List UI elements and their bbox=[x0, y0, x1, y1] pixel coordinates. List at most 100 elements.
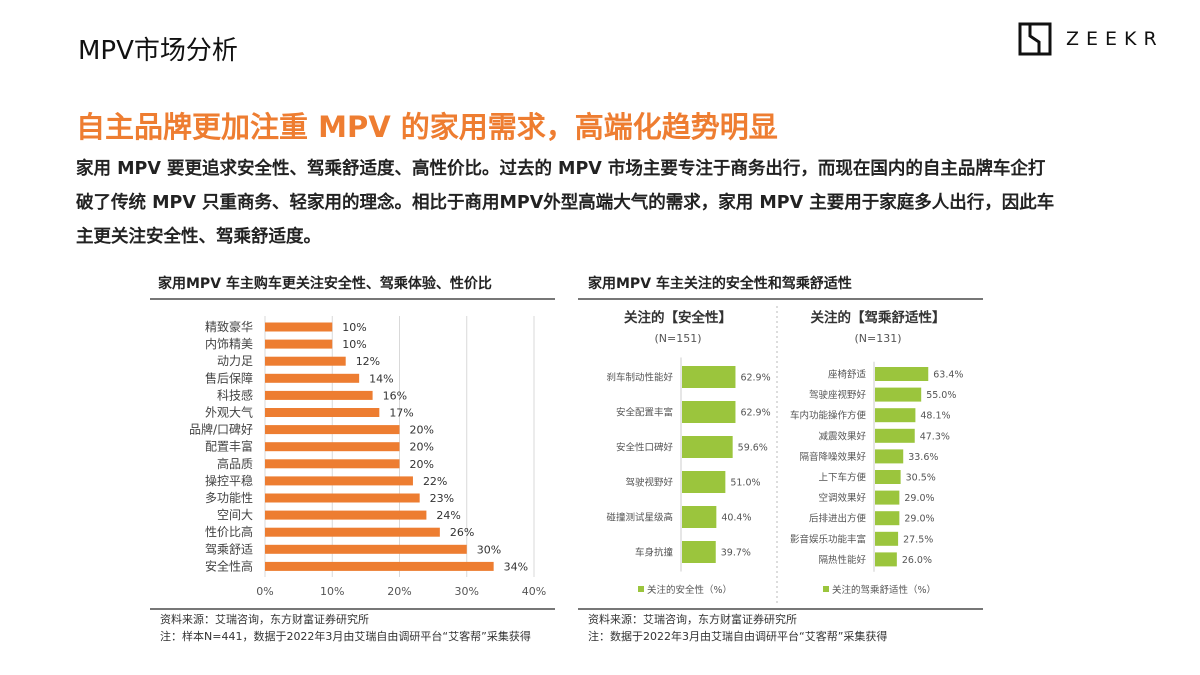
bar bbox=[875, 449, 904, 464]
value-label: 26% bbox=[450, 526, 474, 539]
category-label: 安全性高 bbox=[205, 558, 253, 573]
headline: 自主品牌更加注重 MPV 的家用需求，高端化趋势明显 bbox=[76, 110, 778, 144]
divider bbox=[150, 608, 555, 610]
bar bbox=[682, 401, 736, 423]
x-tick-label: 10% bbox=[320, 585, 344, 598]
right-source-notes: 资料来源：艾瑞咨询，东方财富证券研究所 注：数据于2022年3月由艾瑞自由调研平… bbox=[588, 611, 887, 645]
value-label: 33.6% bbox=[908, 452, 938, 463]
category-label: 精致豪华 bbox=[205, 319, 253, 334]
category-label: 品牌/口碑好 bbox=[189, 422, 253, 437]
value-label: 16% bbox=[383, 389, 407, 402]
category-label: 空调效果好 bbox=[818, 492, 866, 504]
legend-label: 关注的安全性（%） bbox=[647, 584, 732, 596]
bar bbox=[875, 470, 901, 484]
category-label: 售后保障 bbox=[205, 370, 253, 385]
x-tick-label: 30% bbox=[455, 585, 479, 598]
value-label: 12% bbox=[356, 355, 380, 368]
value-label: 29.0% bbox=[904, 493, 934, 504]
value-label: 39.7% bbox=[721, 548, 751, 559]
value-label: 14% bbox=[369, 372, 393, 385]
category-label: 车身抗撞 bbox=[635, 547, 674, 559]
value-label: 17% bbox=[389, 407, 413, 420]
left-bar-chart: 0% 10% 20% 30% 40% 精致豪华 10% 内饰精美 10% 动力足 12% 售后保障 14… bbox=[189, 316, 546, 598]
category-label: 上下车方便 bbox=[818, 472, 866, 484]
zeekr-logo: ZEEKR bbox=[1018, 22, 1164, 56]
category-label: 外观大气 bbox=[205, 405, 253, 420]
category-label: 高品质 bbox=[217, 456, 253, 471]
bar bbox=[682, 506, 717, 528]
category-label: 安全配置丰富 bbox=[616, 407, 673, 419]
bar bbox=[682, 436, 733, 458]
value-label: 24% bbox=[436, 509, 460, 522]
bar bbox=[875, 387, 922, 402]
bar bbox=[875, 408, 916, 423]
category-label: 性价比高 bbox=[205, 524, 253, 539]
bar bbox=[265, 527, 440, 537]
body-paragraph: 家用 MPV 要更追求安全性、驾乘舒适度、高性价比。过去的 MPV 市场主要专注… bbox=[76, 152, 1054, 254]
value-label: 62.9% bbox=[740, 373, 770, 384]
category-label: 碰撞测试星级高 bbox=[606, 512, 673, 524]
bar bbox=[682, 541, 716, 563]
category-label: 驾驶座视野好 bbox=[809, 389, 867, 401]
bar bbox=[265, 544, 467, 554]
bar bbox=[265, 459, 400, 469]
page-title: MPV市场分析 bbox=[78, 36, 238, 66]
value-label: 47.3% bbox=[920, 431, 950, 442]
left-chart-title: 家用MPV 车主购车更关注安全性、驾乘体验、性价比 bbox=[158, 276, 492, 292]
panel-title: 关注的【驾乘舒适性】 bbox=[811, 309, 946, 326]
value-label: 10% bbox=[342, 338, 366, 351]
paragraph-line: 破了传统 MPV 只重商务、轻家用的理念。相比于商用MPV外型高端大气的需求，家… bbox=[76, 193, 1055, 213]
category-label: 多功能性 bbox=[205, 491, 253, 505]
bar bbox=[265, 339, 333, 349]
bar bbox=[265, 442, 400, 452]
value-label: 26.0% bbox=[902, 555, 932, 566]
bar bbox=[265, 356, 346, 366]
panel-title: 关注的【安全性】 bbox=[624, 309, 732, 326]
value-label: 20% bbox=[410, 441, 434, 454]
legend-label: 关注的驾乘舒适性（%） bbox=[832, 584, 936, 596]
value-label: 48.1% bbox=[920, 411, 950, 422]
category-label: 动力足 bbox=[217, 354, 253, 368]
left-source-notes: 资料来源：艾瑞咨询，东方财富证券研究所 注：样本N=441，数据于2022年3月… bbox=[160, 611, 531, 645]
bar bbox=[265, 408, 380, 417]
category-label: 后排进出方便 bbox=[809, 513, 867, 525]
value-label: 62.9% bbox=[740, 408, 770, 419]
value-label: 51.0% bbox=[730, 478, 760, 489]
paragraph-line: 家用 MPV 要更追求安全性、驾乘舒适度、高性价比。过去的 MPV 市场主要专注… bbox=[76, 159, 1046, 179]
bar bbox=[875, 511, 900, 526]
value-label: 20% bbox=[410, 424, 434, 437]
category-label: 科技感 bbox=[217, 387, 253, 402]
value-label: 20% bbox=[410, 458, 434, 471]
source-text: 资料来源：艾瑞咨询，东方财富证券研究所 bbox=[160, 613, 369, 626]
legend-swatch bbox=[823, 586, 829, 592]
value-label: 30% bbox=[477, 543, 501, 556]
value-label: 22% bbox=[423, 475, 447, 488]
paragraph-line: 主更关注安全性、驾乘舒适度。 bbox=[76, 227, 321, 247]
bar bbox=[875, 531, 899, 546]
value-label: 59.6% bbox=[738, 443, 768, 454]
category-label: 隔音降噪效果好 bbox=[799, 451, 866, 463]
value-label: 27.5% bbox=[903, 534, 933, 545]
value-label: 30.5% bbox=[906, 473, 936, 484]
value-label: 29.0% bbox=[904, 514, 934, 525]
value-label: 23% bbox=[430, 492, 454, 505]
bar bbox=[265, 373, 360, 383]
category-label: 座椅舒适 bbox=[828, 369, 867, 381]
bar bbox=[875, 428, 915, 443]
bar bbox=[265, 322, 333, 332]
value-label: 63.4% bbox=[933, 370, 963, 381]
value-label: 40.4% bbox=[721, 513, 751, 524]
bar bbox=[682, 471, 726, 493]
logo-text: ZEEKR bbox=[1066, 28, 1164, 50]
category-label: 驾驶视野好 bbox=[625, 477, 673, 489]
bar bbox=[265, 493, 420, 503]
category-label: 影音娱乐功能丰富 bbox=[790, 533, 866, 545]
legend-swatch bbox=[638, 586, 644, 592]
note-text: 注：数据于2022年3月由艾瑞自由调研平台“艾客帮”采集获得 bbox=[588, 630, 888, 643]
category-label: 车内功能操作方便 bbox=[790, 410, 867, 422]
divider bbox=[578, 298, 983, 300]
value-label: 34% bbox=[504, 560, 528, 573]
right-chart-title: 家用MPV 车主关注的安全性和驾乘舒适性 bbox=[588, 276, 852, 292]
category-label: 操控平稳 bbox=[205, 473, 253, 488]
right-bar-charts: 关注的【安全性】 (N=151) 刹车制动性能好 62.9% 安全配置丰富 62.9% 安全… bbox=[606, 306, 963, 605]
